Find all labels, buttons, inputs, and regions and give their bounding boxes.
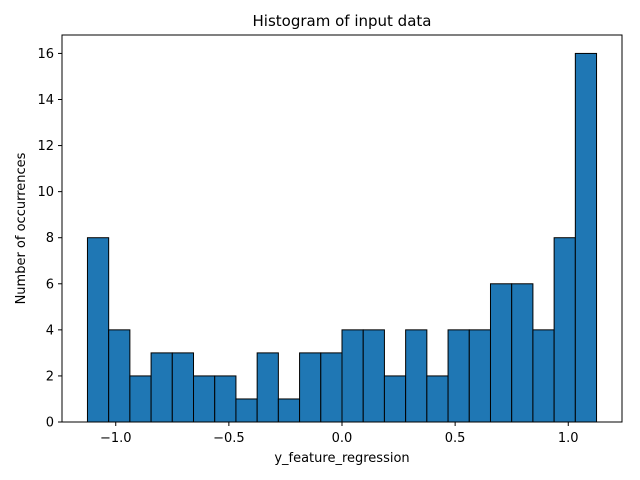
- histogram-bar: [405, 329, 428, 423]
- y-tick-label: 10: [37, 185, 54, 200]
- x-tick-label: 1.0: [558, 431, 579, 446]
- histogram-bar: [489, 283, 513, 423]
- histogram-bar: [108, 329, 131, 423]
- y-tick-label: 8: [46, 231, 54, 246]
- histogram-bar: [383, 375, 407, 423]
- x-axis-label: y_feature_regression: [274, 451, 409, 466]
- histogram-bar: [214, 375, 237, 423]
- histogram-bar: [574, 52, 598, 423]
- histogram-bar: [129, 375, 152, 423]
- histogram-bar: [171, 352, 195, 423]
- histogram-bar: [362, 329, 385, 423]
- histogram-bar: [256, 352, 279, 423]
- x-tick-label: 0.5: [445, 431, 466, 446]
- y-tick-label: 4: [46, 323, 54, 338]
- x-axis-ticks: −1.0 −0.5 0.0 0.5 1.0: [100, 422, 579, 446]
- histogram-bar: [426, 375, 449, 423]
- y-tick-label: 14: [37, 93, 54, 108]
- y-tick-label: 12: [37, 139, 54, 154]
- histogram-bar: [299, 352, 322, 423]
- x-tick-label: −1.0: [100, 431, 132, 446]
- x-tick-label: 0.0: [332, 431, 353, 446]
- histogram-bar: [86, 237, 110, 423]
- histogram-bar: [511, 283, 534, 423]
- histogram-bar: [468, 329, 491, 423]
- y-tick-label: 0: [46, 416, 54, 431]
- histogram-bar: [447, 329, 470, 423]
- histogram-bar: [532, 329, 555, 423]
- y-tick-label: 16: [37, 47, 54, 62]
- x-tick-label: −0.5: [213, 431, 245, 446]
- chart-title: Histogram of input data: [253, 12, 432, 30]
- y-tick-label: 6: [46, 277, 54, 292]
- histogram-bar: [277, 398, 301, 423]
- y-axis-label: Number of occurrences: [14, 152, 29, 304]
- histogram-bar: [553, 237, 576, 423]
- histogram-bar: [320, 352, 343, 423]
- y-tick-label: 2: [46, 369, 54, 384]
- bars-group: [86, 52, 598, 423]
- histogram-bar: [150, 352, 173, 423]
- histogram-bar: [193, 375, 216, 423]
- y-axis-ticks: 0 2 4 6 8 10 12 14 16: [37, 47, 62, 431]
- histogram-bar: [235, 398, 258, 423]
- histogram-bar: [341, 329, 364, 423]
